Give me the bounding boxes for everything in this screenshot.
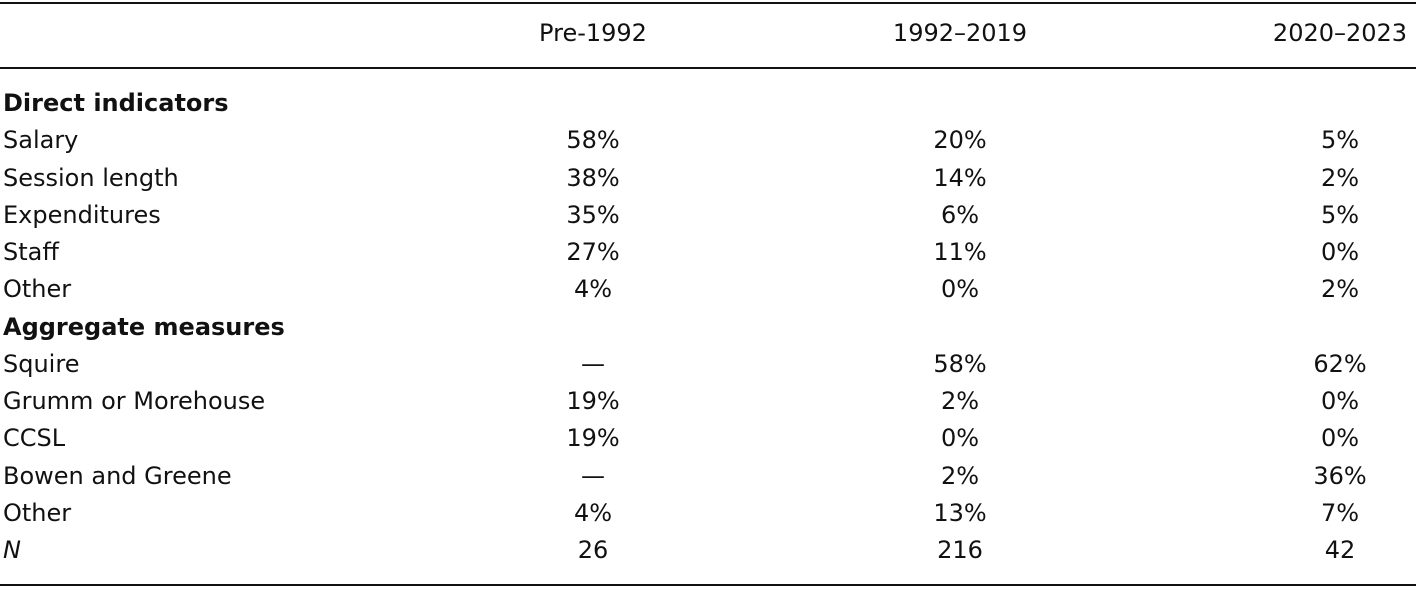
total-label: N: [3, 536, 21, 564]
row-label: Other: [3, 275, 72, 304]
cell: —: [581, 461, 605, 490]
top-rule: [0, 2, 1416, 4]
cell: 36%: [1313, 461, 1367, 490]
cell: 0%: [940, 424, 980, 453]
cell: 2%: [1320, 163, 1360, 192]
row-label: Staff: [3, 238, 59, 266]
cell: 58%: [566, 126, 620, 155]
row-label: Other: [3, 498, 72, 527]
cell: 11%: [933, 238, 987, 266]
cell: 35%: [566, 200, 620, 229]
cell: 14%: [933, 163, 987, 192]
cell: 0%: [940, 275, 980, 304]
row-label: Squire: [3, 349, 80, 378]
header-rule: [0, 67, 1416, 69]
cell: 5%: [1320, 126, 1360, 155]
cell: —: [581, 349, 605, 378]
row-label: Expenditures: [3, 200, 161, 229]
cell: 5%: [1320, 200, 1360, 229]
cell: 38%: [566, 163, 620, 192]
cell: 26: [577, 536, 609, 564]
cell: 0%: [1320, 387, 1360, 415]
column-header: 1992–2019: [892, 19, 1028, 47]
cell: 216: [937, 536, 983, 564]
section-title: Aggregate measures: [3, 312, 285, 341]
bottom-rule: [0, 584, 1416, 586]
column-header: 2020–2023: [1272, 19, 1408, 47]
cell: 13%: [933, 498, 987, 527]
cell: 42: [1324, 536, 1356, 564]
cell: 0%: [1320, 424, 1360, 453]
cell: 27%: [566, 238, 620, 266]
cell: 62%: [1313, 349, 1367, 378]
cell: 6%: [940, 200, 980, 229]
cell: 19%: [566, 424, 620, 453]
cell: 20%: [933, 126, 987, 155]
row-label: Bowen and Greene: [3, 461, 232, 490]
row-label: CCSL: [3, 424, 66, 453]
cell: 4%: [573, 275, 613, 304]
cell: 7%: [1320, 498, 1360, 527]
row-label: Salary: [3, 126, 79, 155]
row-label: Session length: [3, 163, 179, 192]
row-label: Grumm or Morehouse: [3, 387, 266, 415]
cell: 58%: [933, 349, 987, 378]
cell: 19%: [566, 387, 620, 415]
cell: 0%: [1320, 238, 1360, 266]
cell: 4%: [573, 498, 613, 527]
section-title: Direct indicators: [3, 89, 229, 117]
cell: 2%: [1320, 275, 1360, 304]
cell: 2%: [940, 387, 980, 415]
column-header: Pre-1992: [539, 19, 647, 47]
cell: 2%: [940, 461, 980, 490]
